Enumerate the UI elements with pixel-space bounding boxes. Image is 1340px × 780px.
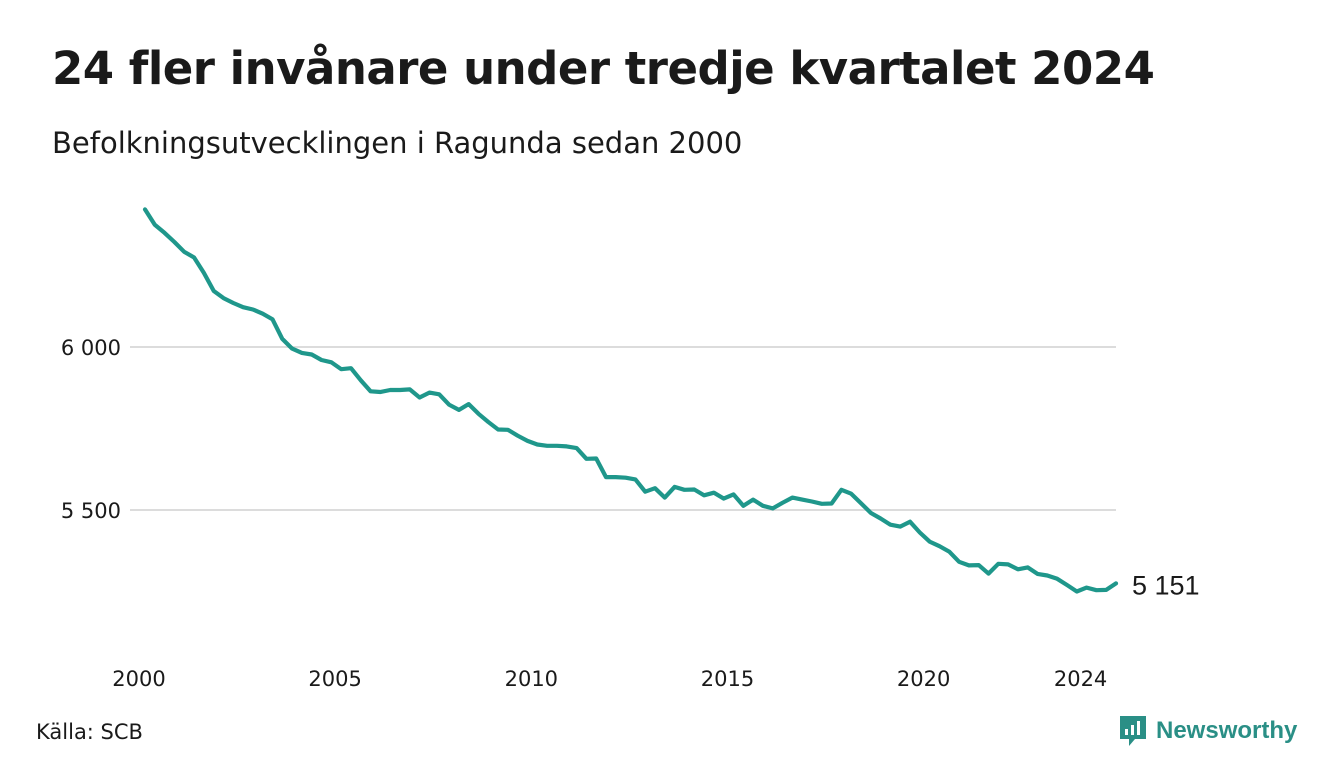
- x-tick-label: 2024: [1054, 667, 1107, 691]
- end-value-label: 5 151: [1132, 570, 1200, 600]
- brand-logo[interactable]: Newsworthy: [1118, 714, 1297, 748]
- y-tick-label: 6 000: [61, 336, 121, 360]
- population-line-chart: 5 500 6 000 2000 2005 2010 2015 2020 2024 5 15…: [61, 207, 1200, 691]
- gridlines: [130, 346, 1116, 511]
- brand-name: Newsworthy: [1156, 717, 1298, 744]
- x-tick-label: 2015: [701, 667, 754, 691]
- series-line-population: [142, 207, 1119, 594]
- chart-title: 24 fler invånare under tredje kvartalet …: [52, 42, 1155, 95]
- x-tick-label: 2005: [308, 667, 361, 691]
- x-tick-label: 2000: [112, 667, 165, 691]
- x-axis-ticks: 2000 2005 2010 2015 2020 2024: [112, 667, 1107, 691]
- newsworthy-chart-bubble-icon: [1120, 716, 1146, 746]
- chart-subtitle: Befolkningsutvecklingen i Ragunda sedan …: [52, 126, 743, 160]
- y-axis-ticks: 5 500 6 000: [61, 336, 121, 523]
- y-tick-label: 5 500: [61, 499, 121, 523]
- x-tick-label: 2010: [505, 667, 558, 691]
- x-tick-label: 2020: [897, 667, 950, 691]
- source-note: Källa: SCB: [36, 720, 143, 744]
